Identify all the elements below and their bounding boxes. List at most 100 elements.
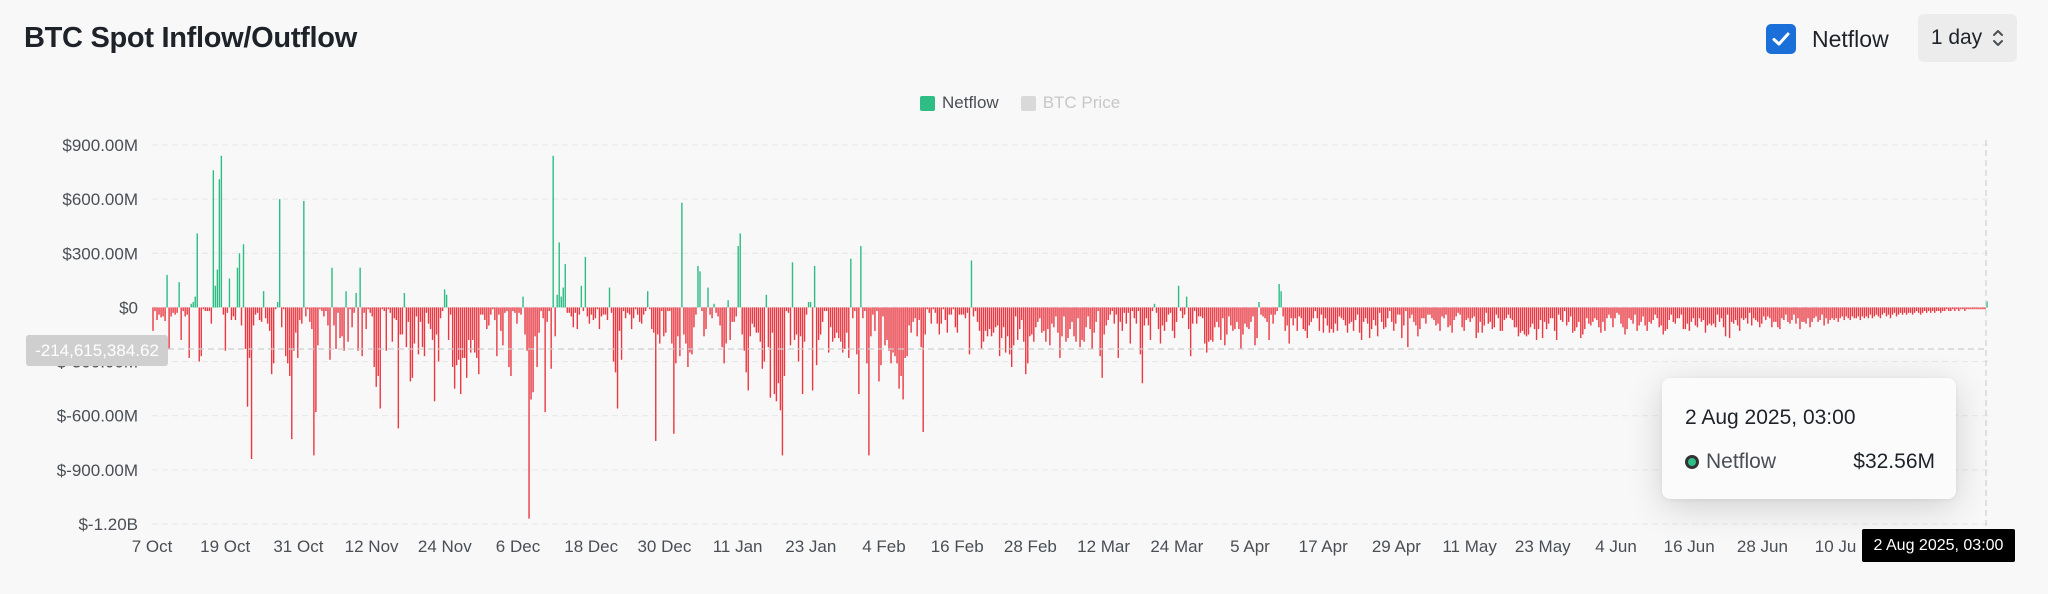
netflow-bar[interactable] — [988, 307, 991, 330]
netflow-bar[interactable] — [1079, 307, 1081, 348]
netflow-bar[interactable] — [238, 253, 241, 308]
netflow-bar[interactable] — [1403, 307, 1405, 326]
netflow-bar[interactable] — [946, 307, 949, 333]
netflow-bar[interactable] — [1204, 307, 1206, 344]
netflow-bar[interactable] — [421, 307, 424, 348]
netflow-bar[interactable] — [1765, 307, 1767, 321]
netflow-bar[interactable] — [785, 307, 788, 312]
netflow-bar[interactable] — [1493, 307, 1496, 328]
netflow-bar[interactable] — [1423, 307, 1425, 319]
netflow-bar[interactable] — [765, 294, 768, 308]
netflow-bar[interactable] — [510, 307, 512, 377]
netflow-bar[interactable] — [445, 294, 448, 308]
netflow-bar[interactable] — [369, 307, 371, 313]
netflow-bar[interactable] — [341, 307, 343, 337]
netflow-bar[interactable] — [1376, 307, 1379, 337]
netflow-bar[interactable] — [789, 307, 792, 346]
netflow-bar[interactable] — [1616, 307, 1618, 313]
netflow-bar[interactable] — [1688, 307, 1691, 331]
netflow-bar[interactable] — [1286, 307, 1288, 326]
netflow-bar[interactable] — [1763, 307, 1765, 317]
netflow-bar[interactable] — [1541, 307, 1544, 339]
netflow-bar[interactable] — [1457, 307, 1459, 313]
netflow-bar[interactable] — [1958, 307, 1960, 312]
netflow-bar[interactable] — [337, 307, 339, 313]
netflow-bar[interactable] — [494, 307, 496, 321]
netflow-bar[interactable] — [443, 289, 446, 308]
netflow-bar[interactable] — [1807, 307, 1809, 319]
netflow-bar[interactable] — [655, 307, 657, 441]
netflow-bar[interactable] — [1805, 307, 1807, 324]
netflow-bar[interactable] — [1230, 307, 1232, 326]
netflow-bar[interactable] — [1117, 307, 1119, 358]
netflow-bar[interactable] — [1089, 307, 1091, 330]
netflow-bar[interactable] — [1708, 307, 1711, 324]
netflow-bar[interactable] — [1686, 307, 1689, 324]
netflow-bar[interactable] — [1929, 307, 1932, 313]
netflow-bar[interactable] — [1195, 307, 1198, 324]
netflow-bar[interactable] — [1678, 307, 1681, 319]
netflow-bar[interactable] — [415, 307, 418, 317]
netflow-bar[interactable] — [1320, 307, 1323, 315]
netflow-bar[interactable] — [1525, 307, 1528, 337]
netflow-bar[interactable] — [980, 307, 983, 349]
netflow-bar[interactable] — [1523, 307, 1526, 335]
netflow-bar[interactable] — [1123, 307, 1125, 313]
netflow-bar[interactable] — [283, 307, 285, 310]
netflow-bar[interactable] — [1817, 307, 1819, 322]
netflow-bar[interactable] — [1063, 307, 1065, 317]
netflow-bar[interactable] — [1306, 307, 1308, 339]
netflow-bar[interactable] — [1165, 307, 1168, 322]
netflow-bar[interactable] — [1650, 307, 1652, 324]
netflow-bar[interactable] — [558, 242, 560, 308]
netflow-bar[interactable] — [1433, 307, 1435, 321]
netflow-bar[interactable] — [250, 307, 253, 460]
netflow-bar[interactable] — [586, 307, 589, 317]
netflow-bar[interactable] — [1173, 307, 1176, 339]
netflow-bar[interactable] — [1730, 307, 1733, 322]
netflow-bar[interactable] — [472, 307, 474, 340]
netflow-bar[interactable] — [1555, 307, 1558, 340]
netflow-bar[interactable] — [693, 307, 695, 328]
netflow-bar[interactable] — [297, 307, 299, 358]
netflow-bar[interactable] — [711, 307, 713, 319]
netflow-bar[interactable] — [894, 307, 896, 357]
netflow-bar[interactable] — [393, 307, 396, 319]
netflow-bar[interactable] — [1266, 307, 1268, 322]
interval-select[interactable]: 1 day — [1918, 14, 2017, 62]
netflow-bar[interactable] — [1596, 307, 1598, 321]
netflow-bar[interactable] — [1012, 307, 1015, 346]
netflow-bar[interactable] — [1974, 307, 1976, 310]
netflow-bar[interactable] — [1015, 307, 1017, 317]
netflow-bar[interactable] — [1837, 307, 1839, 322]
netflow-bar[interactable] — [934, 307, 936, 313]
netflow-bar[interactable] — [1795, 307, 1797, 324]
netflow-bar[interactable] — [246, 307, 249, 407]
netflow-bar[interactable] — [1835, 307, 1837, 319]
netflow-bar[interactable] — [1570, 307, 1572, 317]
netflow-bar[interactable] — [807, 302, 810, 308]
netflow-bar[interactable] — [1632, 307, 1634, 324]
netflow-bar[interactable] — [665, 307, 667, 333]
netflow-bar[interactable] — [1911, 307, 1914, 315]
netflow-bar[interactable] — [152, 307, 154, 331]
netflow-bar[interactable] — [870, 307, 872, 337]
netflow-bar[interactable] — [606, 307, 609, 321]
netflow-bar[interactable] — [1865, 307, 1868, 317]
netflow-bar[interactable] — [550, 307, 552, 369]
netflow-bar[interactable] — [562, 287, 564, 308]
netflow-bar[interactable] — [954, 307, 957, 328]
netflow-bar[interactable] — [1909, 307, 1912, 313]
netflow-bar[interactable] — [1278, 283, 1280, 308]
netflow-bar[interactable] — [1471, 307, 1473, 319]
netflow-bar[interactable] — [669, 307, 671, 312]
netflow-bar[interactable] — [653, 307, 655, 333]
netflow-bar[interactable] — [524, 307, 526, 335]
netflow-bar[interactable] — [1111, 307, 1113, 312]
netflow-bar[interactable] — [825, 307, 828, 312]
netflow-bar[interactable] — [1328, 307, 1331, 333]
netflow-bar[interactable] — [154, 307, 156, 312]
netflow-bar[interactable] — [1163, 307, 1166, 331]
netflow-bar[interactable] — [1529, 307, 1532, 328]
netflow-bar[interactable] — [1720, 307, 1723, 319]
